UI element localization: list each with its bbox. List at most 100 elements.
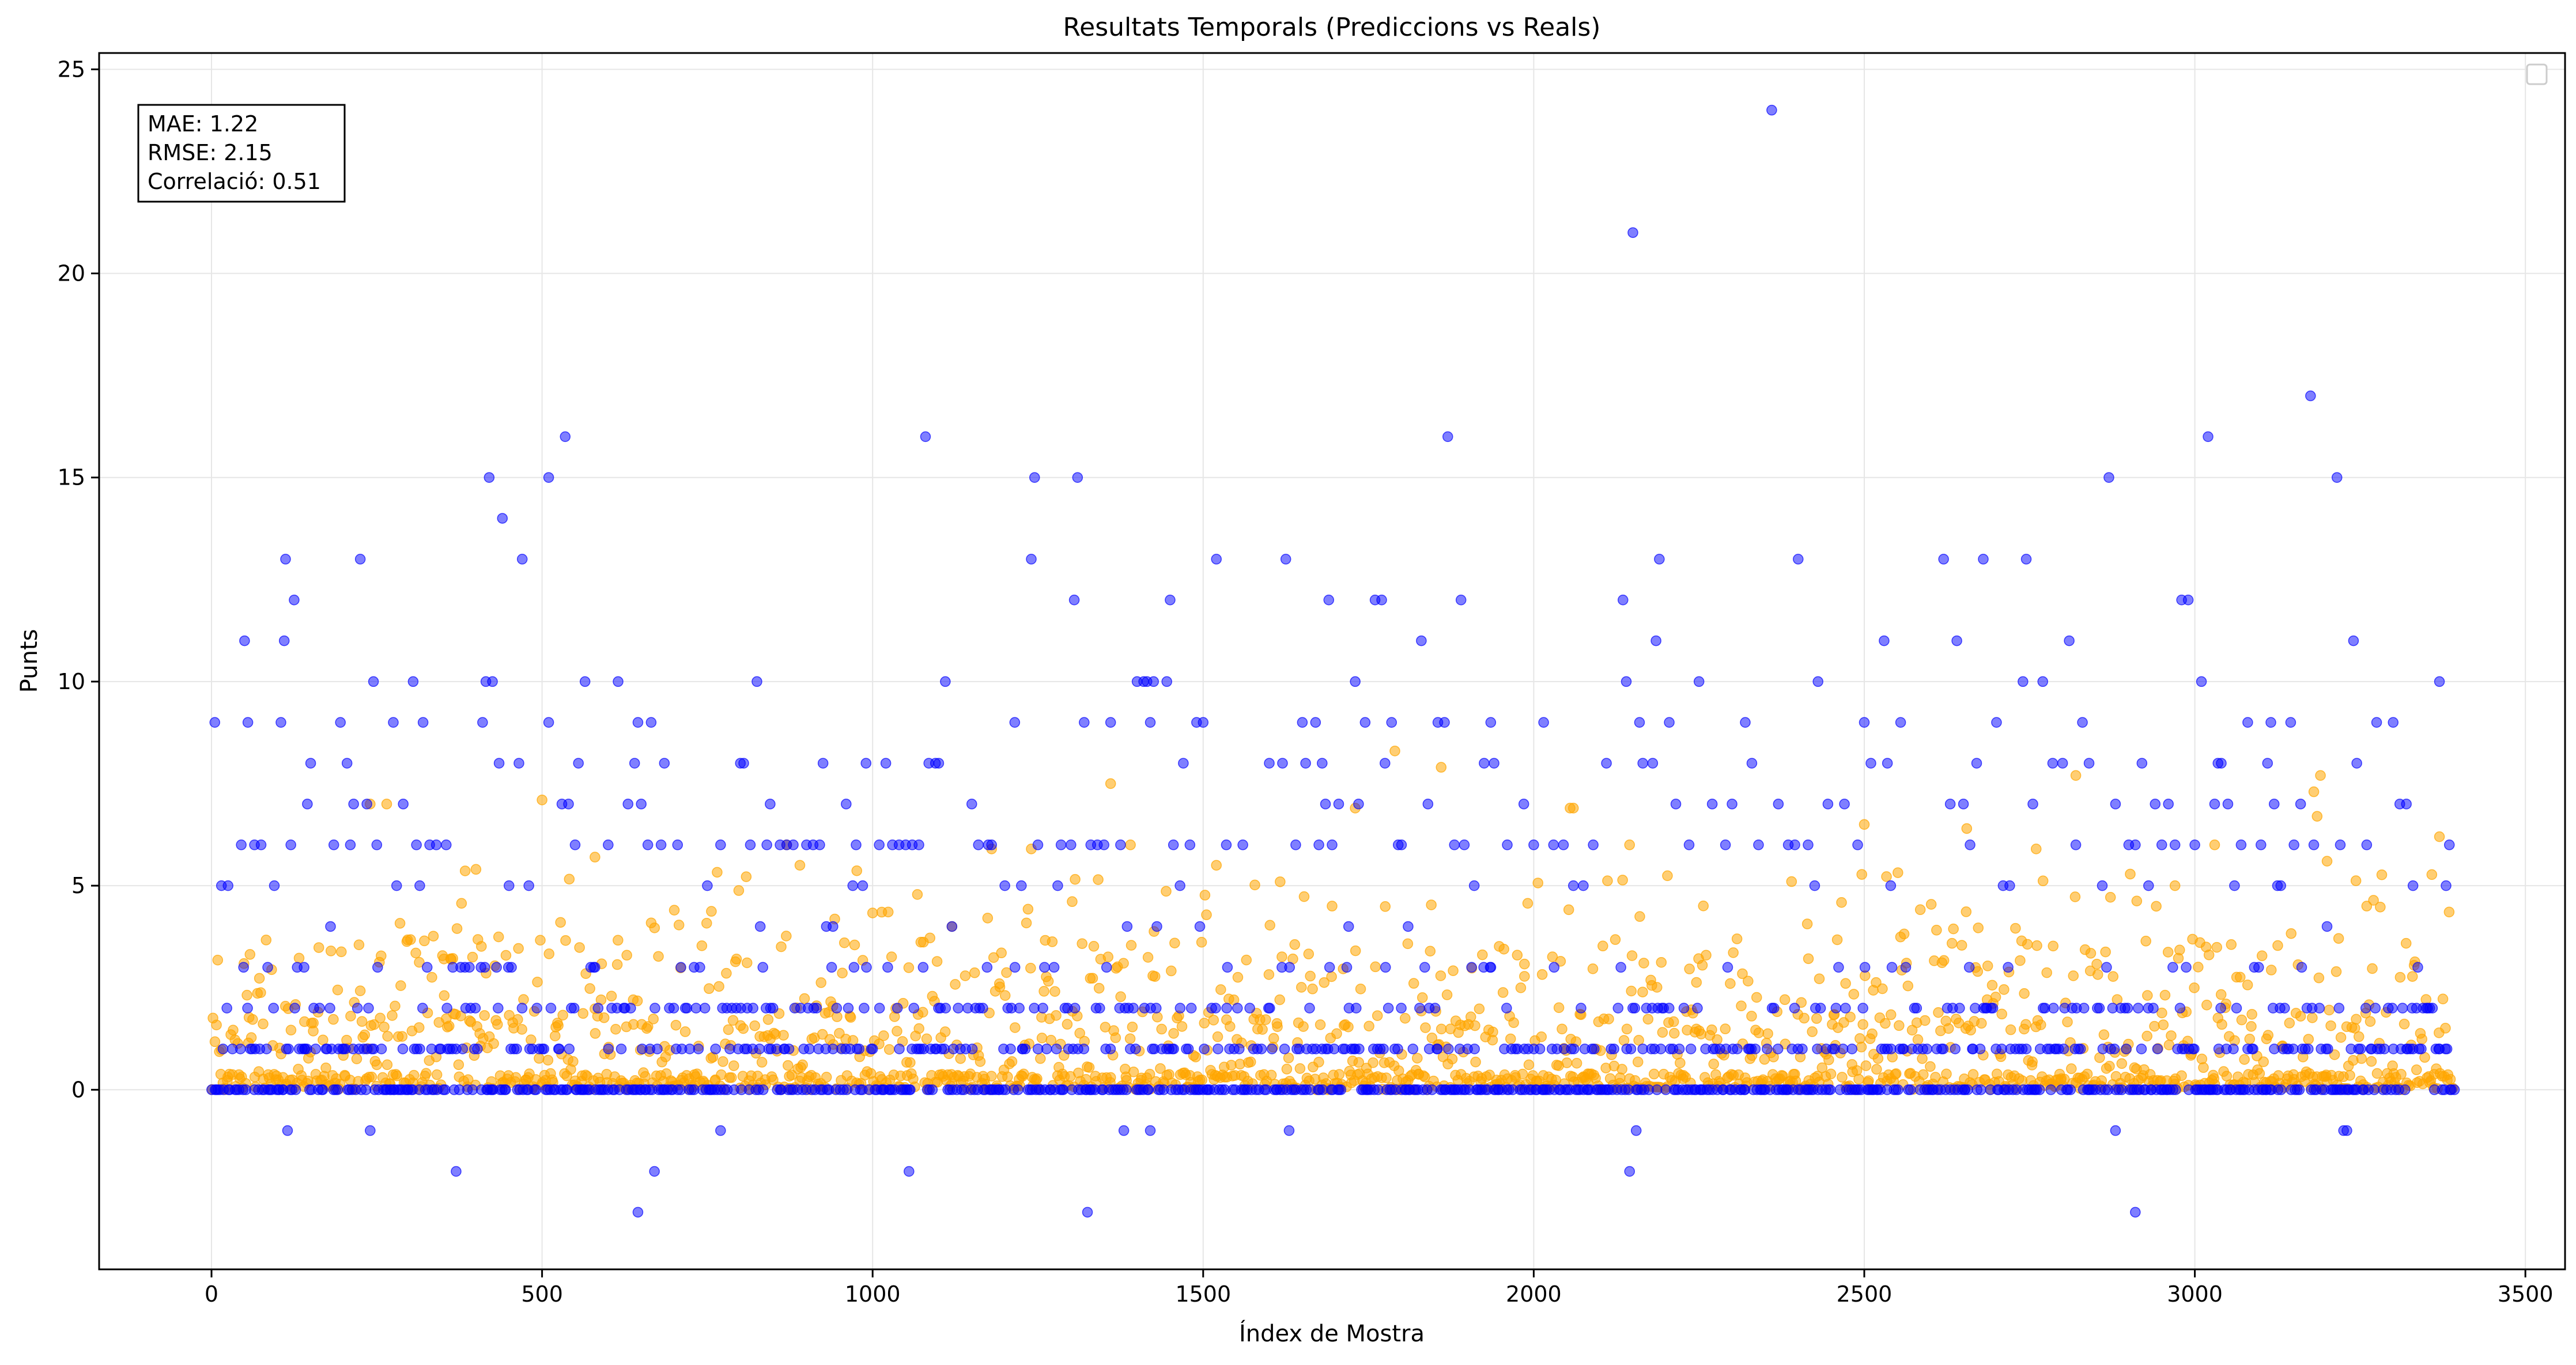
actual-point [847, 880, 859, 891]
actual-point [2335, 840, 2346, 850]
predicted-point [421, 1068, 432, 1079]
predicted-point [768, 1074, 779, 1086]
predicted-point [1823, 1054, 1834, 1065]
predicted-point [1419, 1071, 1430, 1083]
predicted-point [260, 935, 272, 946]
predicted-point [892, 1026, 902, 1037]
actual-point [1830, 1003, 1842, 1014]
predicted-point [1275, 876, 1286, 887]
actual-point [649, 1003, 660, 1014]
actual-point [388, 717, 399, 728]
actual-point [1005, 1043, 1016, 1054]
actual-point [1650, 635, 1661, 646]
predicted-point [2400, 937, 2412, 949]
actual-point [360, 1084, 372, 1095]
predicted-point [1110, 1032, 1121, 1043]
predicted-point [1512, 950, 1523, 961]
actual-point [299, 962, 309, 973]
predicted-point [996, 947, 1007, 959]
predicted-point [2015, 955, 2026, 966]
predicted-point [679, 1026, 691, 1037]
actual-point [268, 1003, 279, 1014]
actual-point [1766, 104, 1777, 116]
predicted-point [994, 981, 1006, 993]
actual-point [1865, 758, 1876, 769]
predicted-point [1912, 1034, 1924, 1045]
predicted-point [1127, 1022, 1138, 1033]
actual-point [368, 676, 379, 687]
predicted-point [1298, 1021, 1309, 1032]
actual-point [804, 1043, 815, 1054]
predicted-point [2162, 947, 2174, 958]
predicted-point [2437, 993, 2449, 1004]
actual-point [1416, 635, 1427, 646]
actual-point [747, 1003, 758, 1014]
predicted-point [1925, 1061, 1936, 1072]
actual-point [361, 799, 372, 810]
actual-point [345, 840, 356, 850]
actual-point [977, 1003, 988, 1014]
predicted-point [550, 1030, 561, 1042]
predicted-point [845, 1012, 856, 1023]
actual-point [1283, 1125, 1295, 1136]
predicted-point [308, 1018, 319, 1029]
predicted-point [1561, 1057, 1573, 1068]
predicted-point [2272, 940, 2283, 951]
predicted-point [414, 956, 425, 968]
predicted-point [2315, 770, 2326, 781]
predicted-point [1152, 1011, 1163, 1023]
actual-point [2216, 758, 2227, 769]
actual-point [1900, 962, 1912, 973]
actual-point [1528, 840, 1539, 850]
actual-point [1683, 840, 1695, 850]
x-tick-label: 2000 [1506, 1281, 1562, 1307]
actual-point [2285, 717, 2297, 728]
predicted-point [1768, 1052, 1779, 1062]
actual-point [407, 676, 419, 687]
actual-point [2148, 1003, 2159, 1014]
predicted-point [2368, 895, 2379, 906]
predicted-point [2244, 1034, 2255, 1045]
actual-point [2133, 1003, 2144, 1014]
predicted-point [1334, 1069, 1345, 1080]
predicted-point [459, 865, 471, 876]
predicted-point [1519, 958, 1530, 970]
predicted-point [366, 1071, 377, 1083]
actual-point [1468, 880, 1480, 891]
y-tick-label: 5 [71, 873, 85, 898]
predicted-point [1436, 762, 1447, 773]
actual-point [430, 840, 442, 850]
actual-point [1341, 962, 1353, 973]
predicted-point [1326, 971, 1337, 982]
predicted-point [903, 962, 915, 973]
predicted-point [837, 967, 848, 979]
actual-point [332, 1084, 343, 1095]
actual-point [1014, 1003, 1025, 1014]
actual-point [811, 1003, 822, 1014]
actual-point [1971, 758, 1982, 769]
predicted-point [2020, 1019, 2031, 1030]
predicted-point [2142, 990, 2153, 1001]
predicted-point [1918, 1069, 1929, 1080]
actual-point [335, 717, 346, 728]
predicted-point [1848, 989, 1860, 1000]
predicted-point [2399, 1018, 2410, 1030]
predicted-point [1368, 1057, 1378, 1068]
actual-point [1013, 1084, 1023, 1095]
actual-point [1958, 799, 1969, 810]
predicted-point [2371, 1068, 2383, 1079]
actual-point [2170, 1084, 2181, 1095]
actual-point [1353, 799, 1364, 810]
actual-point [2181, 962, 2192, 973]
actual-point [702, 880, 713, 891]
actual-point [543, 717, 554, 728]
actual-point [563, 799, 574, 810]
x-tick-label: 3000 [2167, 1281, 2223, 1307]
predicted-point [1088, 941, 1100, 952]
predicted-point [1305, 970, 1316, 982]
actual-point [986, 840, 997, 850]
predicted-point [2236, 1014, 2248, 1026]
predicted-point [456, 898, 467, 909]
actual-point [828, 921, 838, 932]
predicted-point [704, 983, 715, 995]
